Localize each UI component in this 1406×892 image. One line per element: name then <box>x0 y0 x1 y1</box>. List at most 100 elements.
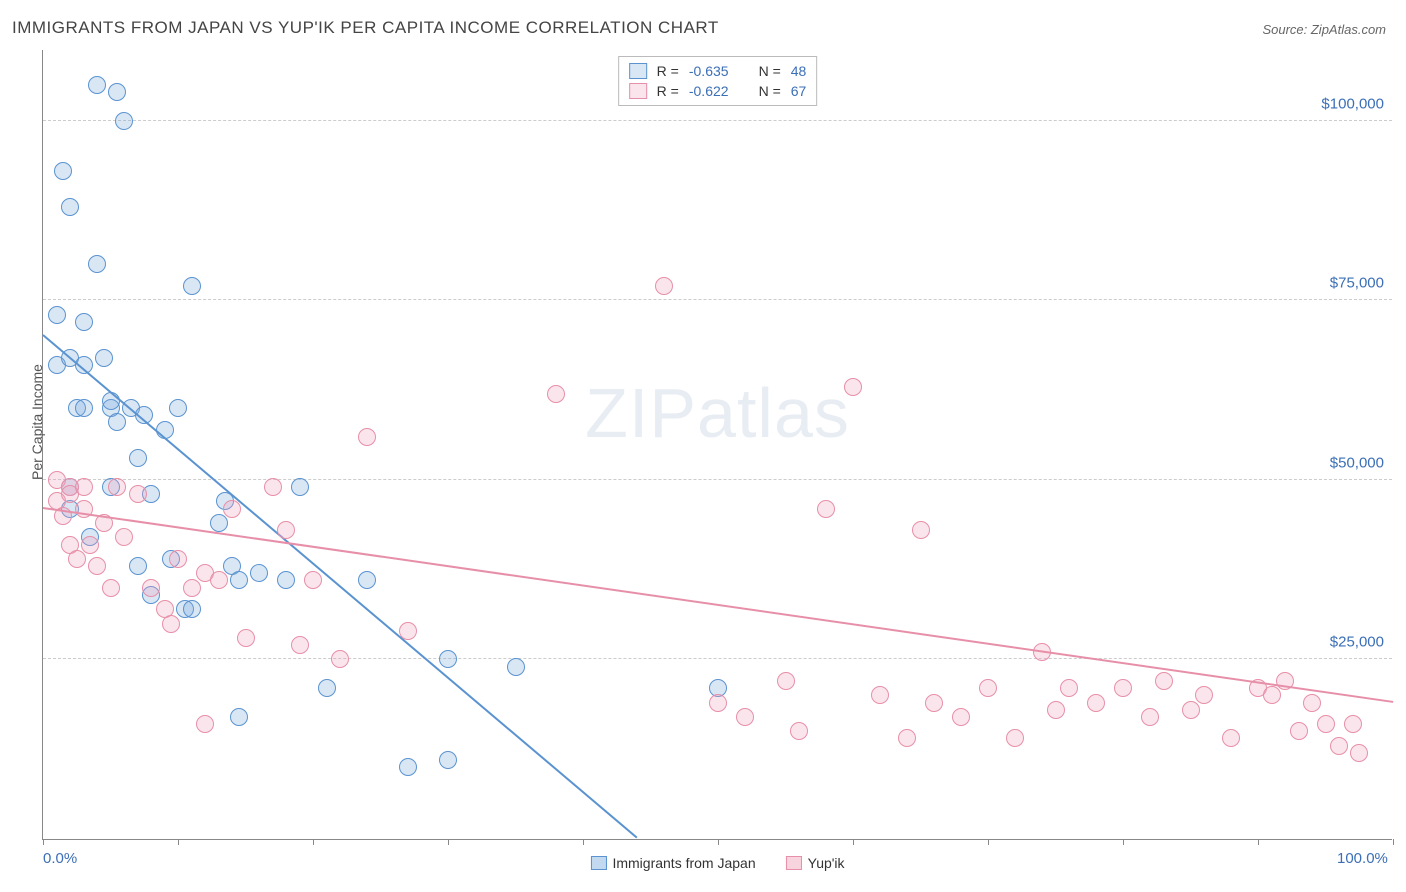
data-point <box>237 629 255 647</box>
data-point <box>291 636 309 654</box>
data-point <box>655 277 673 295</box>
data-point <box>115 528 133 546</box>
gridline <box>43 658 1392 659</box>
legend-row: R = -0.635 N = 48 <box>629 61 807 81</box>
scatter-plot-area: Per Capita Income R =-0.635N =48R =-0.62… <box>42 50 1392 840</box>
data-point <box>230 708 248 726</box>
data-point <box>88 255 106 273</box>
data-point <box>48 306 66 324</box>
y-axis-label: Per Capita Income <box>29 364 45 480</box>
data-point <box>952 708 970 726</box>
data-point <box>1303 694 1321 712</box>
data-point <box>439 650 457 668</box>
trend-line <box>43 507 1393 703</box>
x-tick <box>1123 839 1124 845</box>
x-tick <box>583 839 584 845</box>
data-point <box>1155 672 1173 690</box>
data-point <box>844 378 862 396</box>
data-point <box>399 758 417 776</box>
x-tick <box>988 839 989 845</box>
data-point <box>54 162 72 180</box>
x-tick <box>313 839 314 845</box>
data-point <box>1290 722 1308 740</box>
data-point <box>264 478 282 496</box>
data-point <box>777 672 795 690</box>
legend-swatch <box>786 856 802 870</box>
n-value: 67 <box>791 83 807 99</box>
data-point <box>169 399 187 417</box>
data-point <box>979 679 997 697</box>
x-tick <box>853 839 854 845</box>
n-label: N = <box>759 83 781 99</box>
data-point <box>1263 686 1281 704</box>
data-point <box>75 399 93 417</box>
legend-item: Yup'ik <box>786 855 845 871</box>
n-value: 48 <box>791 63 807 79</box>
data-point <box>102 579 120 597</box>
gridline <box>43 299 1392 300</box>
y-tick-label: $100,000 <box>1321 95 1384 112</box>
x-tick-label: 100.0% <box>1337 850 1388 867</box>
y-tick-label: $75,000 <box>1330 275 1384 292</box>
data-point <box>1195 686 1213 704</box>
correlation-legend: R =-0.635N =48R =-0.622N =67 <box>618 56 818 106</box>
data-point <box>1344 715 1362 733</box>
data-point <box>196 715 214 733</box>
y-tick-label: $25,000 <box>1330 634 1384 651</box>
data-point <box>1141 708 1159 726</box>
n-label: N = <box>759 63 781 79</box>
data-point <box>1047 701 1065 719</box>
data-point <box>912 521 930 539</box>
data-point <box>318 679 336 697</box>
data-point <box>790 722 808 740</box>
data-point <box>95 349 113 367</box>
data-point <box>817 500 835 518</box>
legend-swatch <box>590 856 606 870</box>
data-point <box>183 277 201 295</box>
data-point <box>507 658 525 676</box>
legend-item: Immigrants from Japan <box>590 855 755 871</box>
data-point <box>250 564 268 582</box>
r-value: -0.635 <box>689 63 729 79</box>
data-point <box>162 615 180 633</box>
data-point <box>129 557 147 575</box>
data-point <box>709 694 727 712</box>
data-point <box>291 478 309 496</box>
data-point <box>547 385 565 403</box>
data-point <box>61 198 79 216</box>
data-point <box>925 694 943 712</box>
data-point <box>81 536 99 554</box>
gridline <box>43 120 1392 121</box>
legend-label: Immigrants from Japan <box>612 855 755 871</box>
data-point <box>1060 679 1078 697</box>
r-label: R = <box>657 63 679 79</box>
data-point <box>358 571 376 589</box>
data-point <box>736 708 754 726</box>
data-point <box>1087 694 1105 712</box>
data-point <box>1317 715 1335 733</box>
data-point <box>277 571 295 589</box>
data-point <box>1006 729 1024 747</box>
legend-label: Yup'ik <box>808 855 845 871</box>
data-point <box>1114 679 1132 697</box>
data-point <box>102 392 120 410</box>
x-tick <box>718 839 719 845</box>
data-point <box>88 557 106 575</box>
r-label: R = <box>657 83 679 99</box>
data-point <box>210 571 228 589</box>
data-point <box>88 76 106 94</box>
x-tick <box>1393 839 1394 845</box>
data-point <box>108 478 126 496</box>
data-point <box>75 313 93 331</box>
x-tick <box>43 839 44 845</box>
data-point <box>898 729 916 747</box>
data-point <box>439 751 457 769</box>
data-point <box>129 485 147 503</box>
data-point <box>277 521 295 539</box>
data-point <box>1330 737 1348 755</box>
data-point <box>169 550 187 568</box>
legend-swatch <box>629 63 647 79</box>
source-attribution: Source: ZipAtlas.com <box>1262 22 1386 37</box>
x-tick <box>1258 839 1259 845</box>
data-point <box>223 500 241 518</box>
